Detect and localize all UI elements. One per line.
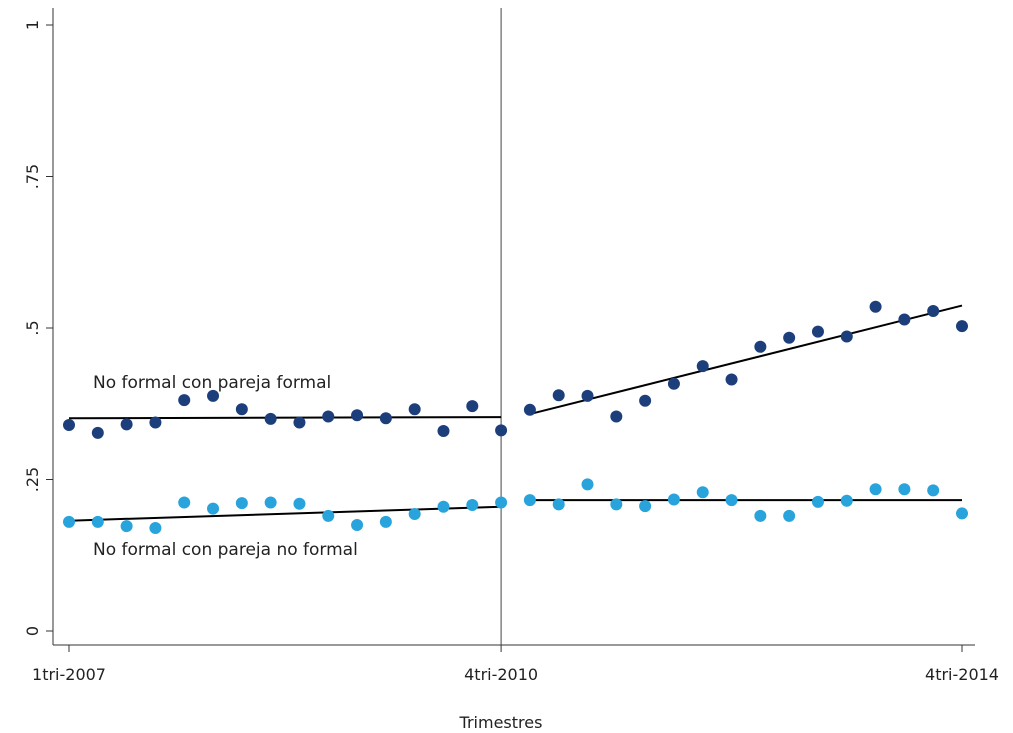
fit-line-series-2 <box>68 505 502 522</box>
fit-line-series-1 <box>529 304 963 416</box>
data-point-series-2 <box>639 500 652 513</box>
data-points <box>63 300 968 534</box>
data-point-series-2 <box>264 496 277 509</box>
data-point-series-1 <box>581 389 594 402</box>
data-point-series-2 <box>523 494 536 507</box>
data-point-series-1 <box>927 305 940 318</box>
data-point-series-1 <box>552 389 565 402</box>
data-point-series-1 <box>696 360 709 373</box>
data-point-series-1 <box>610 410 623 423</box>
data-point-series-2 <box>379 515 392 528</box>
data-point-series-1 <box>811 325 824 338</box>
data-point-series-2 <box>351 518 364 531</box>
data-point-series-1 <box>120 418 133 431</box>
data-point-series-2 <box>408 508 421 521</box>
data-point-series-1 <box>667 377 680 390</box>
data-point-series-2 <box>63 515 75 528</box>
data-point-series-1 <box>898 313 911 326</box>
axes <box>52 8 975 646</box>
data-point-series-2 <box>149 521 162 534</box>
data-point-series-2 <box>667 493 680 506</box>
data-point-series-2 <box>811 495 824 508</box>
data-point-series-1 <box>639 394 652 407</box>
data-point-series-1 <box>63 418 75 431</box>
x-axis-title: Trimestres <box>459 713 543 732</box>
data-point-series-1 <box>869 300 882 313</box>
data-point-series-1 <box>437 425 450 438</box>
data-point-series-2 <box>207 502 220 515</box>
data-point-series-2 <box>178 496 191 509</box>
data-point-series-1 <box>495 424 508 437</box>
data-point-series-1 <box>264 412 277 425</box>
y-tick-label: .75 <box>23 164 42 189</box>
data-point-series-1 <box>956 320 968 333</box>
data-point-series-2 <box>898 483 911 496</box>
data-point-series-1 <box>235 403 248 416</box>
data-point-series-2 <box>956 507 968 520</box>
data-point-series-2 <box>754 509 767 522</box>
y-tick-label: .5 <box>23 320 42 335</box>
annotation-no-formal: No formal con pareja no formal <box>93 540 358 560</box>
data-point-series-1 <box>207 389 220 402</box>
data-point-series-2 <box>235 497 248 510</box>
x-ticks: 1tri-2007 4tri-2010 4tri-2014 <box>32 645 999 684</box>
data-point-series-2 <box>869 483 882 496</box>
data-point-series-1 <box>783 331 796 344</box>
data-point-series-1 <box>322 410 335 423</box>
data-point-series-1 <box>351 409 364 422</box>
data-point-series-1 <box>725 373 738 386</box>
data-point-series-1 <box>840 330 853 343</box>
data-point-series-2 <box>610 498 623 511</box>
y-ticks: 0 .25 .5 .75 1 <box>23 20 53 636</box>
data-point-series-2 <box>725 494 738 507</box>
x-tick-label: 4tri-2014 <box>925 665 999 684</box>
data-point-series-2 <box>783 509 796 522</box>
data-point-series-2 <box>322 509 335 522</box>
annotation-formal: No formal con pareja formal <box>93 373 331 393</box>
data-point-series-2 <box>293 497 306 510</box>
data-point-series-2 <box>437 500 450 513</box>
y-tick-label: .25 <box>23 467 42 492</box>
data-point-series-2 <box>840 494 853 507</box>
data-point-series-2 <box>495 496 508 509</box>
y-tick-label: 0 <box>23 626 42 636</box>
data-point-series-1 <box>408 403 421 416</box>
fit-line-series-1 <box>68 416 502 420</box>
data-point-series-1 <box>149 416 162 429</box>
fit-lines <box>68 304 963 522</box>
x-tick-label: 4tri-2010 <box>464 665 538 684</box>
data-point-series-1 <box>91 426 104 439</box>
data-point-series-2 <box>466 498 479 511</box>
data-point-series-1 <box>379 412 392 425</box>
y-tick-label: 1 <box>23 20 42 30</box>
data-point-series-2 <box>581 478 594 491</box>
data-point-series-2 <box>927 484 940 497</box>
data-point-series-1 <box>523 403 536 416</box>
data-point-series-1 <box>754 340 767 353</box>
data-point-series-2 <box>120 520 133 533</box>
data-point-series-1 <box>466 400 479 413</box>
data-point-series-1 <box>293 416 306 429</box>
data-point-series-2 <box>91 515 104 528</box>
x-tick-label: 1tri-2007 <box>32 665 106 684</box>
data-point-series-2 <box>696 486 709 499</box>
data-point-series-1 <box>178 394 191 407</box>
data-point-series-2 <box>552 498 565 511</box>
